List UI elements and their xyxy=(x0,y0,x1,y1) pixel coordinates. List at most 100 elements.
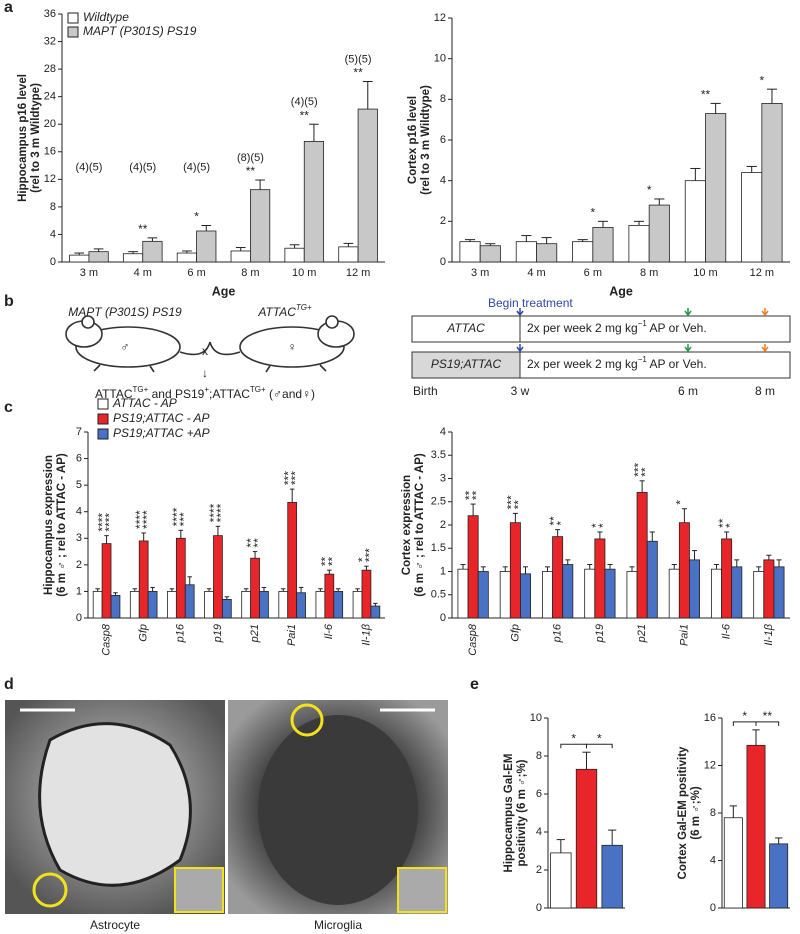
x-tick-label: p21 xyxy=(636,624,648,643)
bar xyxy=(467,515,479,619)
x-tick-label: 6 m xyxy=(584,267,602,279)
significance: * xyxy=(742,709,747,723)
significance-bracket xyxy=(586,743,613,749)
x-tick-label: 4 m xyxy=(527,267,545,279)
n-label: (4)(5) xyxy=(183,162,210,174)
y-tick-label: 0 xyxy=(440,256,446,268)
y-tick-label: 0 xyxy=(440,612,446,624)
n-label: (8)(5) xyxy=(237,152,264,164)
arrows xyxy=(516,308,769,353)
legend-label: Wildtype xyxy=(83,10,129,24)
significance: *** xyxy=(177,512,191,526)
y-tick-label: 2 xyxy=(76,559,82,571)
bar xyxy=(221,599,232,619)
bar xyxy=(763,559,775,619)
superscript: TG+ xyxy=(250,385,266,394)
bar xyxy=(175,537,186,619)
bar xyxy=(626,571,638,619)
bar xyxy=(370,605,381,619)
mouse-icon xyxy=(209,315,355,373)
bar xyxy=(278,591,289,619)
y-tick-label: 4 xyxy=(440,175,446,187)
x-tick-label: 3 m xyxy=(80,267,98,279)
panel-label: e xyxy=(470,676,479,693)
bar xyxy=(296,592,306,619)
significance: ** xyxy=(701,88,711,102)
timeline-box xyxy=(519,351,791,379)
x-tick-label: p19 xyxy=(212,624,224,643)
significance: ** xyxy=(244,538,258,548)
time-tick: 6 m xyxy=(678,384,698,398)
breeding-diagram: MAPT (P301S) PS19 ATTACTG+ ♂ ♀ x ↓ ATTAC… xyxy=(65,303,355,401)
text-part: 2x per week 2 mg kg xyxy=(527,357,638,371)
y-tick-label: 4 xyxy=(710,854,716,866)
legend-label: MAPT (P301S) PS19 xyxy=(83,24,197,38)
significance: * xyxy=(571,731,576,745)
x-tick-label: 6 m xyxy=(187,267,205,279)
bar xyxy=(536,243,558,263)
y-tick-label: 3 xyxy=(76,532,82,544)
bar xyxy=(250,557,260,619)
bar xyxy=(773,566,785,619)
significance: *** xyxy=(363,548,377,562)
y-tick-label: 8 xyxy=(536,750,542,762)
bar xyxy=(594,538,606,619)
significance: * xyxy=(554,521,568,526)
y-axis-label: (rel to 3 m Wildtype) xyxy=(420,85,432,195)
y-axis-label: (6 m ♂;%) xyxy=(690,786,702,840)
bar xyxy=(196,230,217,263)
time-tick: 3 w xyxy=(511,384,530,398)
bar xyxy=(761,103,783,263)
superscript: TG+ xyxy=(296,303,312,312)
bar xyxy=(213,535,223,619)
significance: * xyxy=(590,206,595,220)
significance: ** xyxy=(547,516,561,526)
y-tick-label: 1 xyxy=(440,565,446,577)
bar xyxy=(668,568,680,619)
y-tick-label: 24 xyxy=(44,91,56,103)
bar xyxy=(628,224,650,263)
significance: * xyxy=(647,183,652,197)
significance: ** xyxy=(638,467,652,477)
bar xyxy=(92,591,103,619)
bar xyxy=(69,254,90,263)
bar xyxy=(167,591,177,619)
bar xyxy=(601,844,623,909)
text-part: 2x per week 2 mg kg xyxy=(527,321,638,335)
y-axis-label: (rel to 3 m Wildtype) xyxy=(30,83,42,193)
y-tick-label: 6 xyxy=(440,134,446,146)
n-label: (4)(5) xyxy=(75,162,102,174)
y-tick-label: 3 xyxy=(440,472,446,484)
bar xyxy=(477,571,489,619)
y-tick-label: 32 xyxy=(44,35,56,47)
y-tick-label: 8 xyxy=(710,807,716,819)
y-tick-label: 2.5 xyxy=(431,496,446,508)
strain-label: MAPT (P301S) PS19 xyxy=(68,305,182,319)
y-axis-label: Hippocampus expression xyxy=(43,455,55,595)
x-tick-label: 4 m xyxy=(134,267,152,279)
significance: **** xyxy=(170,507,184,526)
significance: ** xyxy=(462,490,476,500)
y-tick-label: 8 xyxy=(50,201,56,213)
bar xyxy=(746,744,766,909)
y-axis-label: Cortex expression xyxy=(401,475,413,575)
n-label: (5)(5) xyxy=(345,53,372,65)
bar xyxy=(542,571,553,619)
significance: ** xyxy=(512,500,526,510)
bar xyxy=(572,241,594,263)
bar xyxy=(333,591,344,619)
timeline-box xyxy=(411,351,521,379)
y-tick-label: 4 xyxy=(536,826,542,838)
bar xyxy=(520,573,531,619)
y-tick-label: 2 xyxy=(440,519,446,531)
y-tick-label: 4 xyxy=(50,228,56,240)
text-part: (♂and♀) xyxy=(266,387,315,401)
bar xyxy=(769,843,789,909)
y-tick-label: 12 xyxy=(44,173,56,185)
bar xyxy=(184,584,195,619)
significance: * xyxy=(589,523,603,528)
y-axis-label: Hippocampus Gal-EM xyxy=(503,754,515,873)
bar xyxy=(689,559,700,619)
y-tick-label: 28 xyxy=(44,63,56,75)
text-part: AP or Veh. xyxy=(647,357,707,371)
